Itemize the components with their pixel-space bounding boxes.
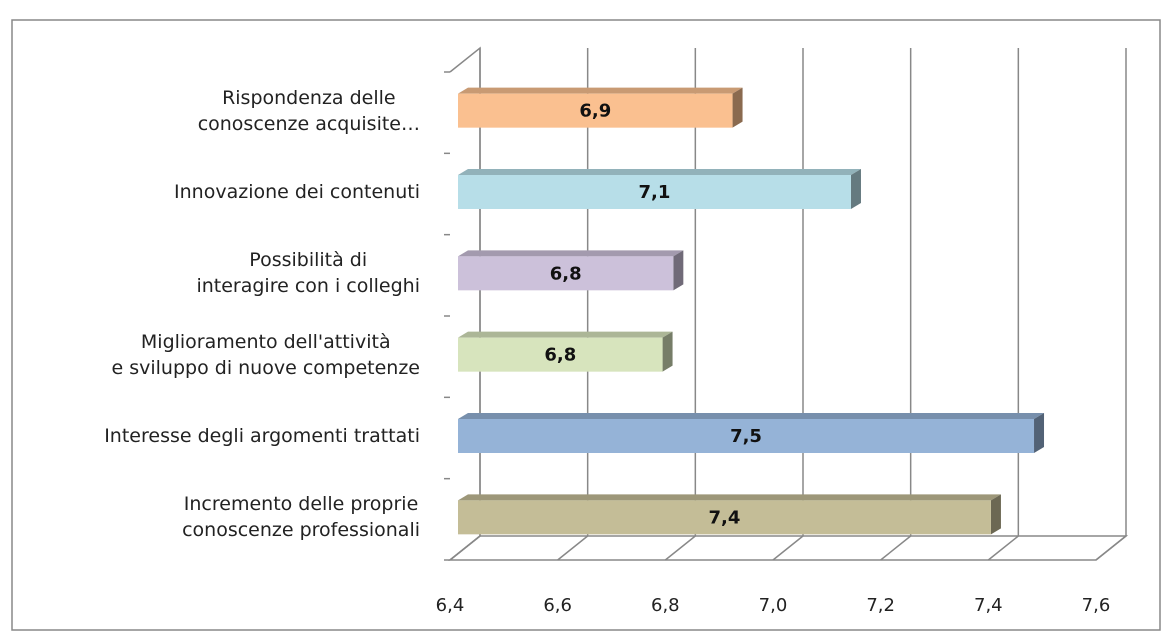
category-label-box: Possibilità di interagire con i colleghi (20, 233, 420, 313)
value-label: 7,1 (639, 182, 671, 203)
category-label: Rispondenza delle conoscenze acquisite… (197, 86, 420, 135)
bar-side (662, 331, 673, 372)
category-label-box: Interesse degli argomenti trattati (20, 396, 420, 476)
category-label: Miglioramento dell'attività e sviluppo d… (111, 330, 421, 379)
bar-side (1034, 413, 1045, 453)
category-label-box: Miglioramento dell'attività e sviluppo d… (20, 315, 421, 395)
grid-line (1095, 48, 1127, 561)
bar (458, 250, 684, 291)
x-tick-label: 6,6 (543, 595, 572, 616)
grid-line (449, 48, 481, 561)
bar-front (458, 256, 674, 291)
value-label: 6,8 (544, 345, 576, 366)
x-tick-label: 6,4 (436, 595, 465, 616)
bar-top (458, 331, 673, 338)
grid-line (880, 48, 912, 561)
category-label: Innovazione dei contenuti (174, 181, 420, 203)
x-tick-label: 6,8 (651, 595, 680, 616)
bar-front (458, 175, 851, 209)
bar-side (673, 250, 684, 291)
bar (458, 413, 1045, 453)
bar-top (458, 87, 743, 94)
x-tick-label: 7,4 (974, 595, 1003, 616)
bar-side (990, 494, 1001, 535)
value-label: 6,9 (579, 101, 611, 122)
bar-top (458, 250, 684, 257)
bar-front (458, 93, 733, 128)
bar-front (458, 419, 1035, 453)
grid-line (664, 48, 697, 561)
bar (458, 331, 673, 372)
bar (458, 87, 743, 128)
bar-top (458, 169, 861, 175)
category-label-box: Innovazione dei contenuti (20, 152, 420, 232)
category-label: Incremento delle proprie conoscenze prof… (182, 493, 420, 542)
bar (458, 169, 861, 209)
bar-front (458, 500, 991, 535)
category-label-box: Incremento delle proprie conoscenze prof… (20, 477, 420, 557)
value-label: 7,4 (709, 507, 741, 528)
value-label: 6,8 (550, 263, 582, 284)
category-label: Possibilità di interagire con i colleghi (196, 249, 420, 298)
bar-side (850, 169, 861, 209)
bar (458, 494, 1001, 535)
bar-top (458, 494, 1001, 501)
category-label-box: Rispondenza delle conoscenze acquisite… (20, 71, 420, 151)
value-label: 7,5 (730, 426, 762, 447)
grid-line (987, 48, 1020, 561)
grid-line (772, 48, 804, 561)
x-tick-label: 7,6 (1082, 595, 1111, 616)
bar-top (458, 413, 1045, 419)
x-tick-label: 7,2 (866, 595, 895, 616)
x-tick-label: 7,0 (759, 595, 788, 616)
category-label: Interesse degli argomenti trattati (104, 425, 420, 447)
bar-front (458, 337, 663, 372)
grid-line (557, 48, 589, 561)
bar-side (732, 87, 743, 128)
